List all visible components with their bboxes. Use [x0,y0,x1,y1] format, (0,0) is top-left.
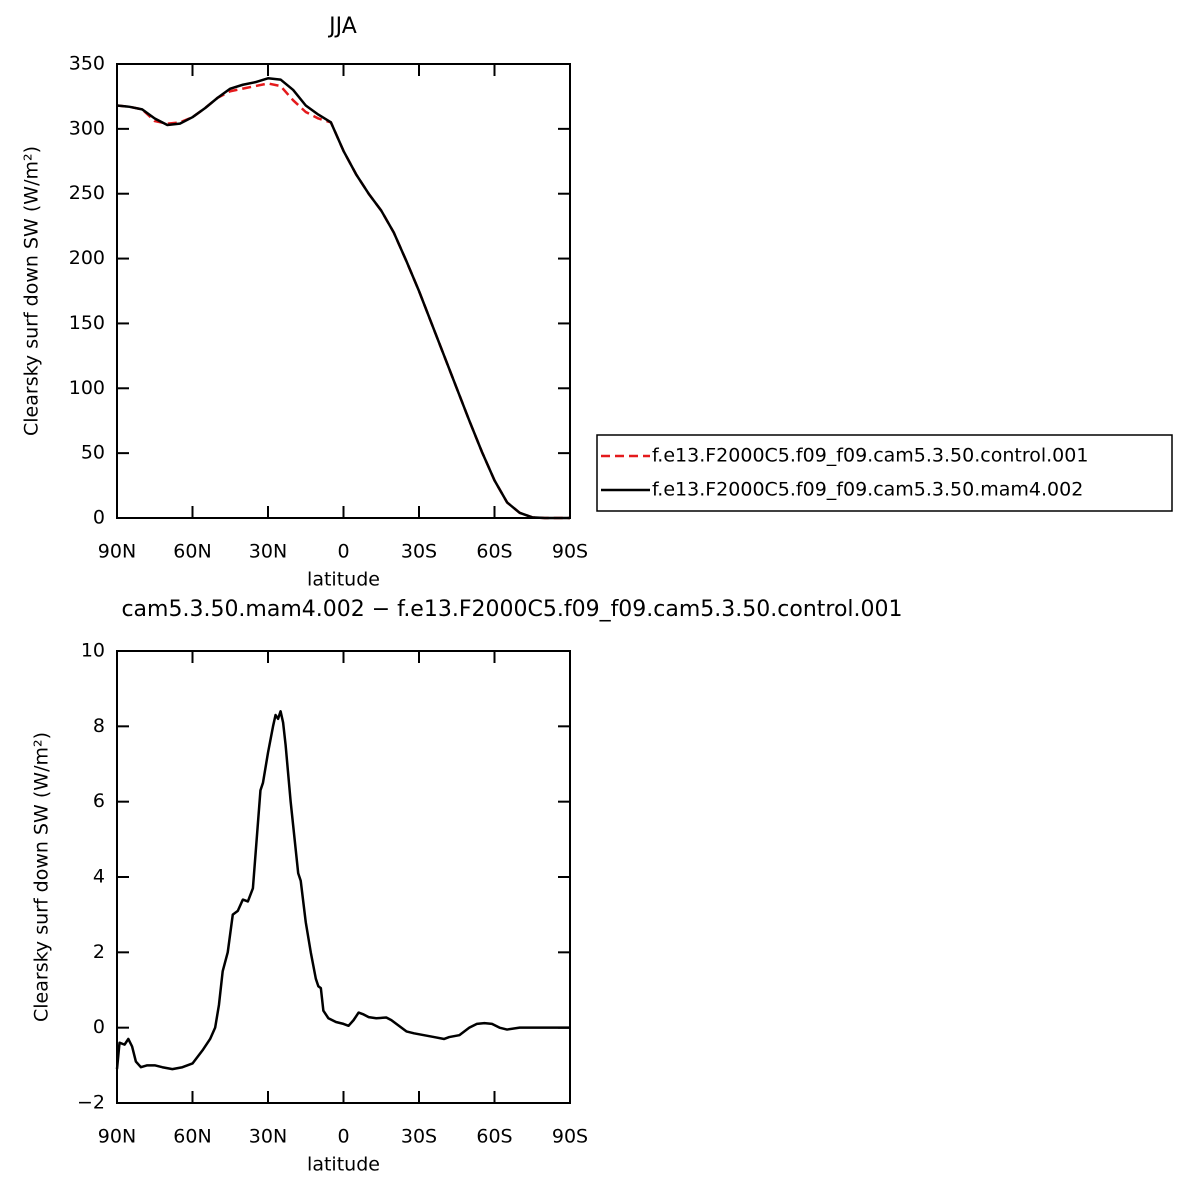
legend: f.e13.F2000C5.f09_f09.cam5.3.50.control.… [596,434,1173,512]
x-axis-label: latitude [307,1154,380,1176]
legend-label: f.e13.F2000C5.f09_f09.cam5.3.50.mam4.002 [652,479,1083,501]
y-tick-label: 250 [69,182,105,204]
plot-frame [116,63,571,519]
y-axis-label: Clearsky surf down SW (W/m²) [21,146,43,436]
y-tick-label: 150 [69,312,105,334]
chart-title: cam5.3.50.mam4.002 − f.e13.F2000C5.f09_f… [121,597,902,622]
x-tick-label: 60N [173,541,211,563]
x-tick-label: 0 [337,541,349,563]
x-tick-label: 30N [249,1126,287,1148]
y-tick-label: 8 [93,715,105,737]
y-tick-label: 0 [93,1016,105,1038]
y-tick-label: 4 [93,866,105,888]
data-line [116,77,570,520]
y-axis-label: Clearsky surf down SW (W/m²) [31,732,53,1022]
x-tick-label: 30S [401,1126,437,1148]
y-tick-label: 2 [93,941,105,963]
x-tick-label: 90S [552,1126,588,1148]
x-tick-label: 90N [98,1126,136,1148]
data-line [115,710,570,1071]
x-axis-label: latitude [307,569,380,591]
y-tick-label: 300 [69,117,105,139]
x-tick-label: 30S [401,541,437,563]
y-tick-label: −2 [77,1092,105,1114]
x-tick-label: 60N [173,1126,211,1148]
x-tick-label: 90S [552,541,588,563]
x-tick-label: 60S [476,1126,512,1148]
y-tick-label: 100 [69,377,105,399]
legend-label: f.e13.F2000C5.f09_f09.cam5.3.50.control.… [652,445,1088,467]
legend-box [596,434,1173,512]
x-tick-label: 60S [476,541,512,563]
y-tick-label: 50 [81,442,105,464]
y-tick-label: 10 [81,640,105,662]
chart-title: JJA [327,14,357,39]
x-tick-label: 0 [337,1126,349,1148]
y-tick-label: 6 [93,790,105,812]
y-tick-label: 350 [69,53,105,75]
x-tick-label: 90N [98,541,136,563]
plot-frame [116,650,571,1104]
y-tick-label: 200 [69,247,105,269]
x-tick-label: 30N [249,541,287,563]
y-tick-label: 0 [93,507,105,529]
